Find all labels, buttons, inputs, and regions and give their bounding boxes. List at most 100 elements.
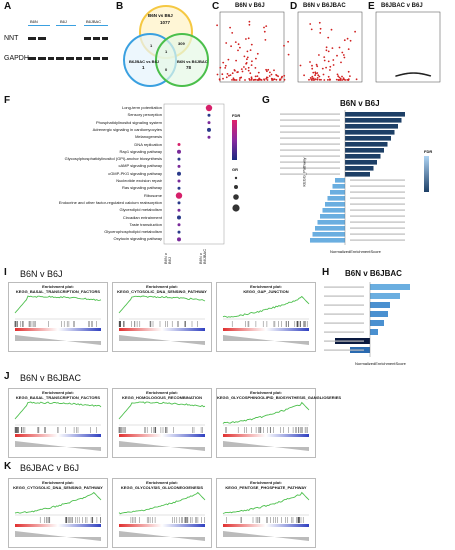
bar-label-placeholder — [280, 155, 340, 157]
volcano-d-title: B6N v B6JBAC — [303, 3, 346, 9]
dotplot-term-label: Nucleotide excision repair — [116, 178, 162, 183]
volcano-point — [229, 74, 232, 76]
dotplot-dot — [177, 164, 181, 168]
ranked-metric — [223, 531, 309, 541]
dotplot-term-label: cGMP-PKG signaling pathway — [108, 170, 162, 176]
ranked-metric — [15, 335, 101, 345]
enrichment-curve — [14, 491, 102, 514]
volcano-point — [310, 28, 313, 31]
bar-label-placeholder — [350, 191, 405, 193]
dotplot-canvas — [163, 103, 225, 245]
volcano-point — [326, 79, 329, 81]
bar-label-placeholder — [280, 143, 340, 145]
ranking-gradient — [223, 434, 309, 437]
band-label-gapdh: GAPDH — [4, 55, 29, 62]
volcano-point — [266, 79, 269, 81]
dotplot-dot — [177, 179, 181, 183]
volcano-point — [318, 75, 321, 78]
volcano-point — [218, 79, 221, 81]
venn-count-all: 1 — [165, 49, 168, 54]
dotplot-xcat-1: B6N v B6J — [163, 253, 172, 264]
volcano-point — [349, 75, 351, 77]
enrichment-curve — [14, 401, 102, 420]
volcano-point — [263, 26, 265, 29]
barchart-g-title: B6N v B6J — [340, 99, 380, 108]
bar — [370, 320, 384, 326]
gsea-j-1: Enrichment plot: KEGG_BASAL_TRANSCRIPTION… — [8, 388, 108, 458]
bar-label-placeholder — [280, 167, 340, 169]
bar — [345, 136, 391, 141]
dotplot-term-label: Adrenergic signaling in cardiomyocytes — [92, 126, 162, 132]
panel-j-title: B6N v B6JBAC — [20, 373, 82, 383]
panel-d-label: D — [290, 1, 298, 12]
volcano-point — [249, 49, 252, 51]
volcano-point — [342, 78, 345, 81]
volcano-point — [318, 78, 321, 81]
dotplot-dot — [177, 215, 181, 220]
dotplot-dot — [177, 186, 181, 190]
volcano-point — [299, 64, 302, 67]
dotplot-dot — [177, 201, 181, 205]
enrichment-curve — [118, 295, 206, 314]
volcano-point — [254, 67, 257, 69]
bar-label-placeholder — [324, 322, 364, 324]
volcano-point — [327, 50, 330, 53]
ranked-metric — [15, 531, 101, 541]
dotplot-dot — [207, 135, 211, 139]
bar-label-placeholder — [350, 185, 405, 187]
dotplot-term-label: Endocrine and other factor-regulated cal… — [58, 199, 162, 205]
volcano-point — [332, 59, 335, 61]
panel-c-label: C — [212, 1, 220, 12]
panel-e-label: E — [368, 1, 375, 12]
bar-label-placeholder — [280, 113, 340, 115]
volcano-point — [266, 76, 269, 79]
panel-g-label: G — [262, 95, 270, 106]
enrichment-curve — [222, 295, 310, 318]
bar-label-placeholder — [350, 239, 405, 241]
bar — [345, 124, 398, 129]
volcano-point — [323, 59, 326, 62]
dotplot-term-label: Long-term potentiation — [121, 105, 162, 110]
volcano-point — [327, 60, 330, 63]
volcano-point — [311, 64, 313, 67]
dotplot-dot — [177, 208, 181, 212]
volcano-point — [264, 39, 267, 41]
bar-label-placeholder — [280, 149, 340, 151]
bar-label-placeholder — [350, 197, 405, 199]
volcano-point — [349, 39, 352, 42]
gsea-j-3: Enrichment plot: KEGG_GLYCOSPHINGOLIPID_B… — [216, 388, 341, 458]
group-label-b6jbac: B6JBAC — [86, 19, 102, 24]
ranking-gradient — [223, 328, 309, 331]
volcano-point — [228, 74, 230, 77]
volcano-point — [237, 43, 240, 46]
volcano-point — [273, 69, 275, 72]
volcano-point — [235, 79, 238, 81]
volcano-point — [246, 58, 248, 61]
volcano-point — [247, 66, 250, 69]
volcano-plot-c — [216, 11, 290, 83]
bar — [317, 220, 345, 225]
volcano-point — [249, 72, 252, 75]
volcano-point — [283, 74, 286, 77]
volcano-point — [231, 79, 233, 81]
volcano-point — [309, 77, 312, 79]
gsea-j-1-curve — [14, 401, 102, 451]
volcano-point — [320, 78, 322, 81]
volcano-point — [341, 79, 344, 81]
bar — [325, 202, 345, 207]
dotplot-term-label: Oxytocin signaling pathway — [113, 236, 162, 242]
volcano-point — [225, 42, 228, 44]
bar — [370, 293, 400, 299]
volcano-point — [325, 46, 328, 49]
volcano-point — [231, 32, 234, 34]
volcano-point — [251, 60, 253, 63]
bar — [332, 184, 345, 189]
group-line-2 — [56, 25, 76, 26]
venn-labels: B6N vs B6J 1077 B6JBAC vs B6J 1 B6N vs B… — [120, 4, 212, 94]
bar — [370, 311, 388, 317]
bar-label-placeholder — [280, 161, 340, 163]
volcano-point — [275, 74, 278, 77]
volcano-c-title: B6N v B6J — [235, 3, 265, 9]
volcano-point — [216, 24, 218, 27]
volcano-point — [347, 79, 350, 81]
